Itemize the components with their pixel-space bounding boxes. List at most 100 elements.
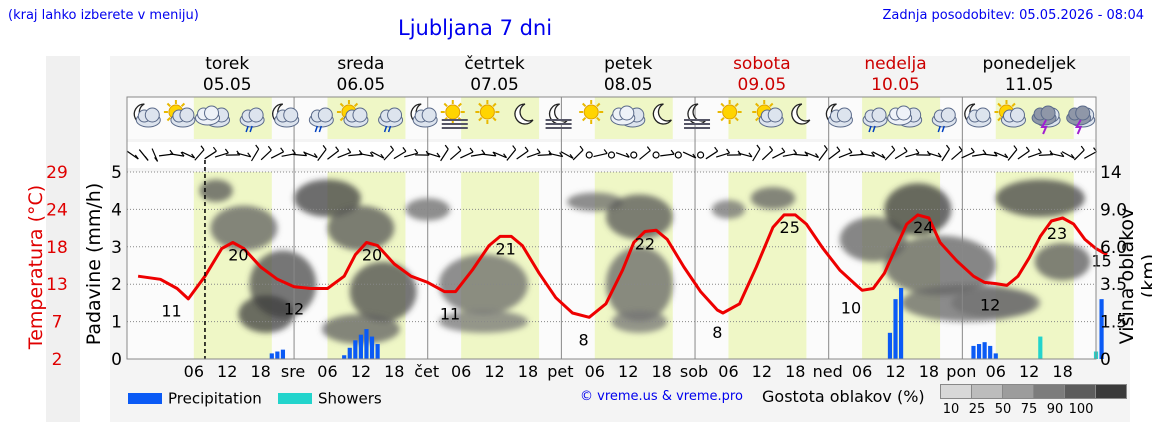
barb-staff — [506, 149, 517, 161]
cloud-puff — [896, 105, 912, 121]
cloud-height-tick: 0 — [1100, 350, 1111, 370]
hour-tick: 12 — [752, 362, 772, 381]
wind-barb-icon — [1061, 151, 1075, 159]
day-date: 11.05 — [1005, 75, 1054, 95]
precip-bar — [347, 347, 352, 359]
barb-staff — [872, 151, 886, 159]
density-label: 25 — [968, 402, 986, 417]
cloud-density-blob — [210, 205, 278, 251]
temperature-label: 23 — [1047, 224, 1067, 243]
rain-cloud-icon — [239, 107, 265, 133]
sun-ray — [353, 102, 359, 108]
hour-tick: 18 — [384, 362, 404, 381]
day-abbr-tick: sob — [680, 362, 708, 381]
cloud-puff — [144, 107, 160, 123]
credit-link[interactable]: © vreme.us & vreme.pro — [580, 389, 743, 404]
barb-flag — [982, 149, 987, 155]
wind-barb-icon — [752, 144, 761, 162]
day-abbr-tick: sre — [281, 362, 305, 381]
barb-staff — [884, 149, 896, 161]
barb-staff — [639, 150, 651, 160]
cloud-puff — [975, 107, 991, 123]
sun-ray — [720, 116, 725, 122]
wind-barb-icon — [1050, 152, 1065, 158]
rain-drop — [383, 125, 388, 133]
barb-flag — [347, 148, 352, 153]
wind-barb-icon — [716, 148, 731, 158]
rain-drop — [868, 125, 872, 133]
sun-icon — [475, 100, 500, 124]
day-name: ponedeljek — [982, 54, 1076, 74]
barb-staff — [905, 152, 920, 158]
barb-flag — [804, 151, 809, 156]
barb-flag — [481, 149, 486, 155]
wind-barb-icon — [838, 148, 853, 159]
wind-barb-icon — [548, 152, 564, 158]
temperature-label: 12 — [980, 295, 1000, 314]
barb-flag — [369, 151, 374, 157]
barb-flag — [444, 144, 449, 150]
hour-tick: 12 — [351, 362, 371, 381]
barb-flag — [871, 151, 876, 157]
cloud-density-layer — [199, 179, 1091, 345]
temperature-tick: 2 — [52, 350, 63, 370]
wind-barb-icon — [941, 144, 950, 162]
barb-staff — [951, 149, 963, 161]
shower-bar — [1038, 336, 1043, 359]
barb-flag — [692, 153, 697, 159]
cloud-density-blob — [238, 295, 295, 333]
sun-cloud-icon — [163, 100, 196, 128]
density-swatch — [1033, 384, 1065, 399]
wind-barb-icon — [204, 146, 217, 160]
cloud-density-blob — [566, 192, 623, 212]
rain-drop — [245, 125, 249, 133]
barb-flag — [993, 151, 998, 157]
wind-barb-icon — [894, 147, 908, 160]
hour-tick: 06 — [451, 362, 471, 381]
precip-bar — [1099, 299, 1104, 359]
barb-staff — [493, 151, 507, 159]
wind-barb-icon — [805, 151, 819, 159]
sun-icon — [717, 100, 742, 124]
cloud-density-blob — [951, 287, 1041, 318]
precip-bar — [269, 353, 274, 359]
sun-ray — [582, 116, 587, 122]
calm-circle — [697, 151, 705, 159]
barb-staff — [772, 151, 786, 159]
rain-drop — [387, 125, 392, 133]
hour-tick: 06 — [718, 362, 738, 381]
temperature-label: 22 — [635, 234, 655, 253]
cloud-puff — [204, 105, 220, 121]
barb-flag — [469, 147, 474, 153]
precip-bar — [275, 351, 280, 359]
density-swatch — [1095, 384, 1127, 399]
day-name: torek — [205, 54, 249, 74]
barb-flag — [836, 146, 841, 152]
cloud-puff — [1009, 107, 1025, 123]
barb-flag — [291, 149, 296, 155]
day-date: 05.05 — [203, 75, 252, 95]
barb-flag — [313, 153, 318, 158]
barb-flag — [881, 153, 886, 159]
barb-flag — [1013, 145, 1018, 150]
sun-fog-icon — [440, 100, 468, 129]
hour-tick: 18 — [250, 362, 270, 381]
clouds-icon — [195, 105, 231, 128]
temperature-label: 25 — [780, 218, 800, 237]
cloud-puff — [871, 107, 887, 123]
temperature-label: 20 — [228, 246, 248, 265]
barb-staff — [194, 149, 205, 161]
cloud-density-blob — [199, 179, 233, 202]
barb-flag — [1004, 153, 1009, 159]
barb-staff — [460, 151, 474, 159]
barb-flag — [503, 153, 508, 159]
cloud-density-title: Gostota oblakov (%) — [762, 387, 925, 406]
temperature-tick: 7 — [52, 313, 63, 333]
wind-barb-icon — [615, 152, 630, 158]
barb-staff — [404, 152, 418, 158]
wind-barb-icon — [138, 149, 149, 161]
day-name: petek — [604, 54, 652, 74]
wind-barb-icon — [994, 151, 1009, 159]
moon-icon — [652, 103, 672, 125]
wind-barb-icon — [872, 151, 886, 159]
